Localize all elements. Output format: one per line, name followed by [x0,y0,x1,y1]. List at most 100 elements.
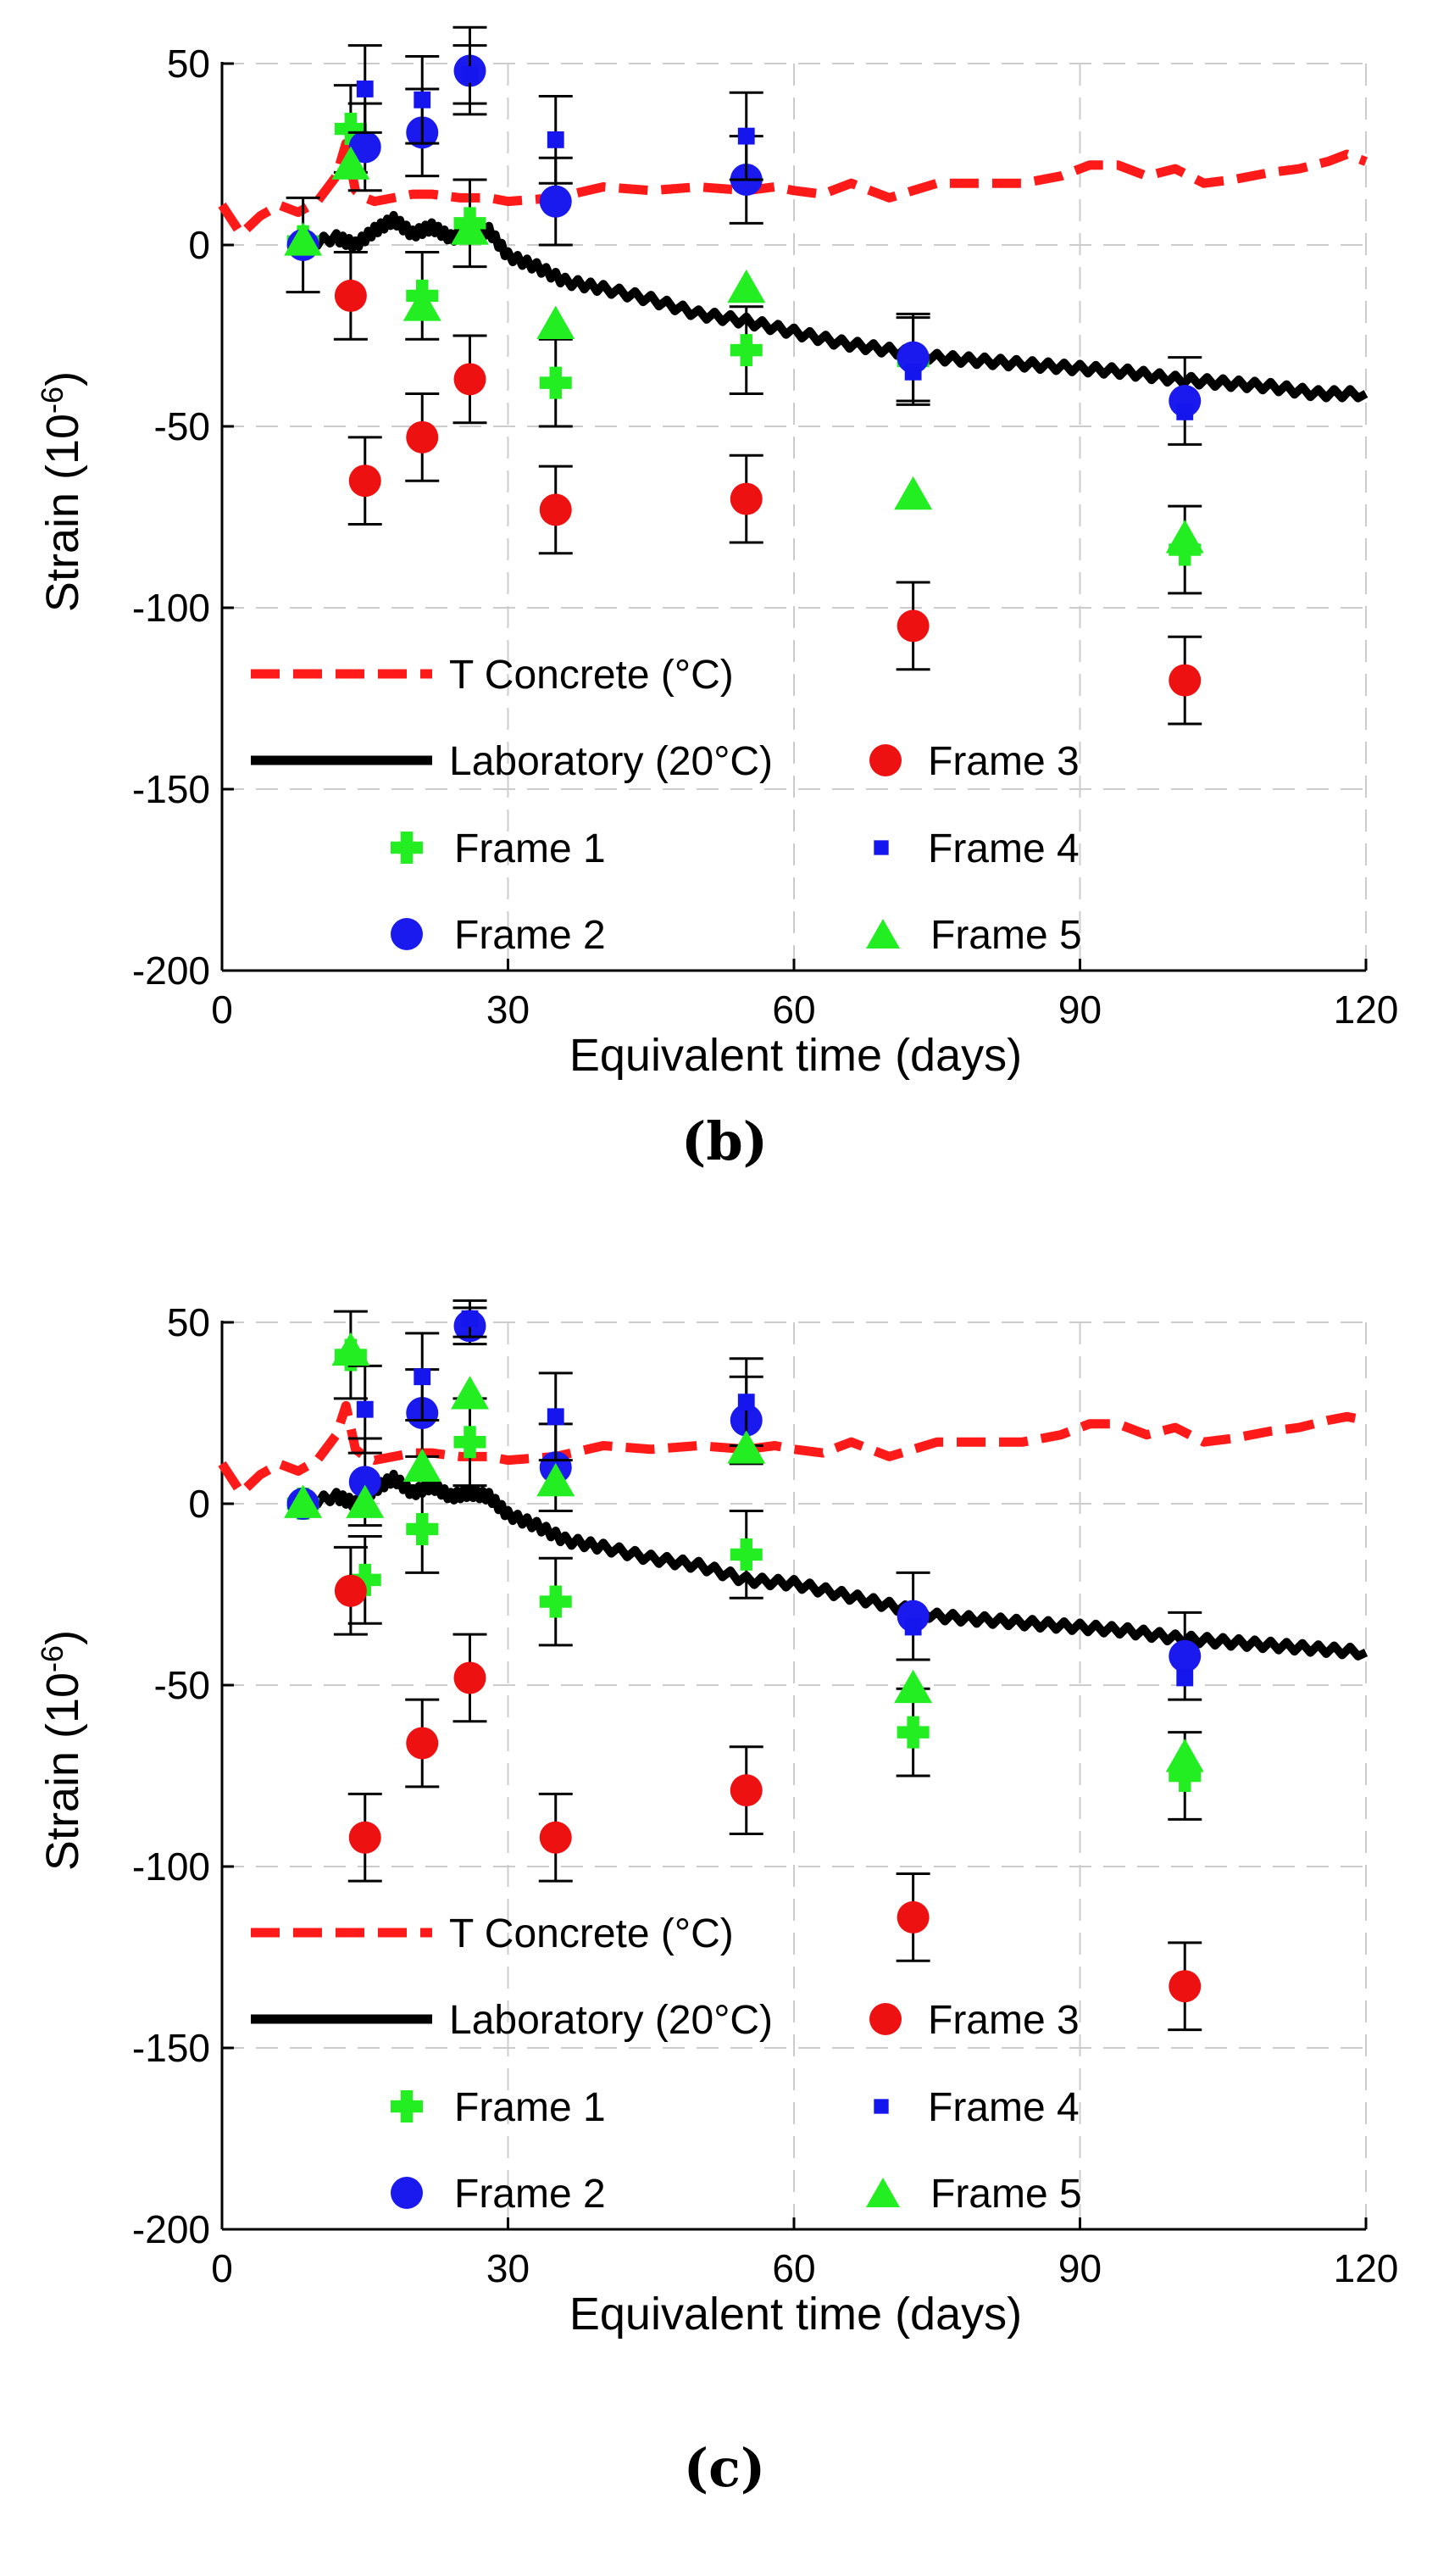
data-point [453,1661,486,1694]
legend-label-frame-4: Frame 4 [928,2085,1080,2130]
y-tick-label: -200 [132,2207,210,2251]
data-point [1165,520,1204,554]
x-tick-label: 120 [1334,988,1399,1032]
y-axis-label: Strain (10-6) [35,1630,88,1871]
legend-marker-frame-2 [391,2177,423,2209]
legend-label-frame-4: Frame 4 [928,826,1080,871]
series-frame-1 [286,1310,1202,1821]
data-point [894,476,933,510]
legend-marker-frame-1 [391,832,423,864]
data-point [1169,1970,1202,2003]
y-tick-label: -100 [132,586,210,630]
legend-marker-frame-3 [869,2003,902,2035]
data-point [730,334,763,367]
data-point [414,91,431,108]
legend-marker-frame-2 [391,918,423,950]
data-point [737,1394,755,1411]
series-frame-3 [333,251,1202,726]
legend-marker-frame-5 [866,919,900,949]
data-point [346,1484,385,1518]
data-point [348,1466,381,1499]
data-point [356,81,374,97]
data-point [730,1538,763,1571]
legend: T Concrete (°C) Laboratory (20°C) Frame 3 F… [251,653,1082,958]
data-point [331,146,370,180]
y-tick-label: -100 [132,1844,210,1889]
data-point [331,1332,370,1366]
y-axis-label-sup: -6 [35,1645,69,1672]
series-frame-4 [294,44,1194,420]
data-point [897,609,930,643]
laboratory-curve [295,1469,1368,1661]
y-tick-label: -50 [154,404,210,448]
x-tick-label: 60 [772,988,815,1032]
legend-label-frame-3: Frame 3 [928,1998,1080,2043]
y-tick-label: -150 [132,2026,210,2070]
series-frame-1 [286,84,1202,595]
y-axis-label-main: Strain (10 [37,1672,88,1871]
legend-label-frame-1: Frame 1 [454,2085,606,2130]
data-point [539,1585,572,1618]
legend-label-frame-5: Frame 5 [930,2172,1082,2217]
x-tick-label: 30 [486,988,530,1032]
data-point [334,279,367,312]
y-tick-label: 0 [188,1482,210,1526]
series-frame-5 [284,146,1204,554]
data-point [453,363,486,396]
data-point [1169,1760,1202,1792]
data-point [451,1376,489,1410]
data-point [1176,403,1194,420]
data-point [897,1716,930,1749]
series-frame-5 [284,1332,1204,1772]
panel-label-b: (b) [680,1110,769,1172]
data-point [547,1408,564,1426]
temperature-curve [218,138,1368,239]
series-frame-3 [333,1545,1202,2032]
y-axis-label-main: Strain (10 [37,414,88,612]
y-tick-label: -200 [132,949,210,993]
data-point [894,1669,933,1704]
data-point [904,1618,922,1636]
data-point [897,1900,930,1933]
legend-label-laboratory: Laboratory (20°C) [449,739,773,784]
y-axis-label-tail: ) [37,1630,88,1645]
data-point [461,1310,479,1327]
legend: T Concrete (°C) Laboratory (20°C) Frame 3 F… [251,1911,1082,2217]
x-tick-label: 90 [1058,2246,1102,2290]
legend-label-frame-2: Frame 2 [454,913,606,958]
data-point [453,1426,486,1459]
data-point [737,127,755,145]
x-axis-label: Equivalent time (days) [569,1030,1022,1081]
legend-label-frame-3: Frame 3 [928,739,1080,784]
laboratory-curve [295,210,1368,403]
legend-label-laboratory: Laboratory (20°C) [449,1998,773,2043]
data-point [406,420,439,453]
data-point [547,131,564,148]
data-point [1165,1739,1204,1772]
data-point [539,366,572,399]
legend-marker-frame-5 [866,2178,900,2207]
data-point [406,1727,439,1760]
x-tick-label: 0 [211,2246,233,2290]
legend-marker-frame-3 [869,744,902,776]
legend-label-frame-5: Frame 5 [930,913,1082,958]
x-tick-label: 60 [772,2246,815,2290]
y-tick-label: -50 [154,1663,210,1707]
y-tick-label: 50 [167,42,210,86]
data-point [727,1430,766,1464]
legend-label-frame-2: Frame 2 [454,2172,606,2217]
data-point [730,482,763,515]
data-point [1176,1669,1194,1687]
data-point [1169,664,1202,697]
y-tick-label: -150 [132,767,210,811]
y-axis-label-tail: ) [37,371,88,387]
data-point [284,222,323,256]
data-point [539,1821,572,1854]
data-point [348,465,381,498]
x-tick-label: 0 [211,988,233,1032]
data-point [334,1574,367,1607]
legend-marker-frame-4 [874,2099,889,2114]
x-tick-label: 90 [1058,988,1102,1032]
